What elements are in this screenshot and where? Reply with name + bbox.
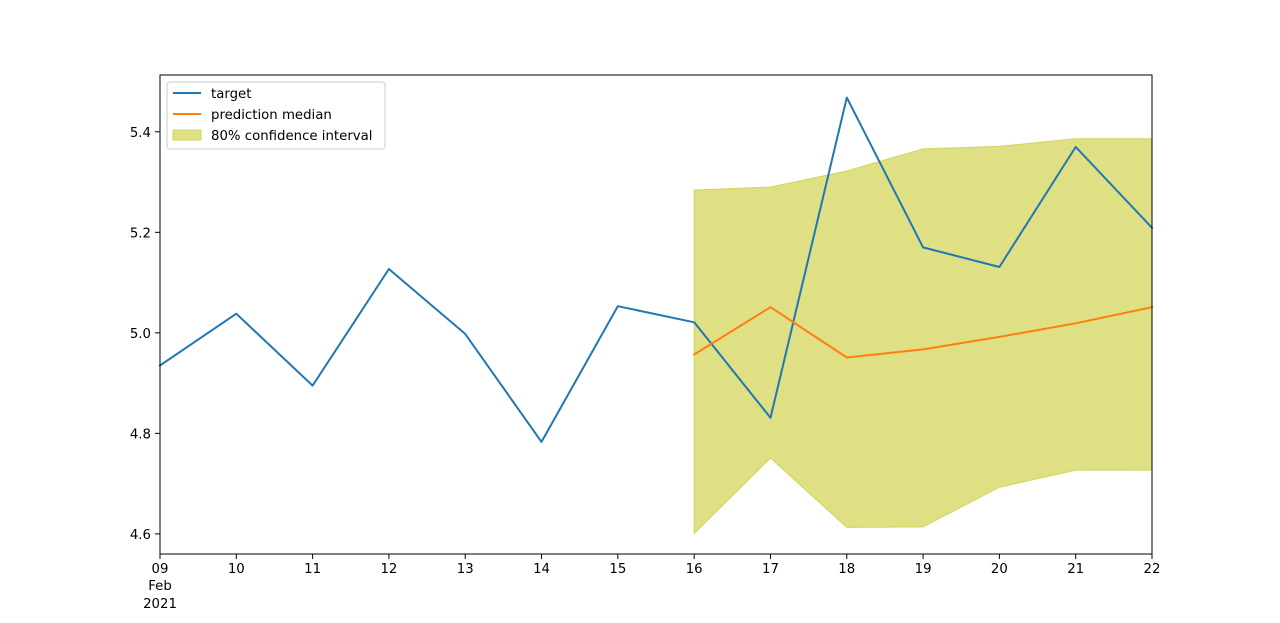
x-tick-label: 10 [228, 562, 245, 577]
y-tick-label: 4.8 [130, 427, 151, 442]
series-line-prediction-median [692, 306, 1154, 359]
x-tick-sublabel: 2021 [143, 597, 177, 612]
legend-swatch-band [172, 129, 202, 141]
x-tick-label: 13 [457, 562, 474, 577]
x-tick-label: 12 [380, 562, 397, 577]
legend-label: target [211, 87, 251, 102]
plot-area [158, 74, 1154, 555]
x-tick-label: 18 [838, 562, 855, 577]
legend-label: prediction median [211, 108, 332, 123]
y-tick-label: 5.0 [130, 327, 151, 342]
series-line-target [158, 96, 1154, 443]
x-tick-label: 17 [762, 562, 779, 577]
legend-box [166, 81, 386, 150]
series-line-layer [158, 96, 1154, 443]
y-tick-label: 5.2 [130, 226, 151, 241]
x-tick-label: 20 [991, 562, 1008, 577]
x-tick-label: 09 [152, 562, 169, 577]
x-tick-label: 15 [609, 562, 626, 577]
axes-frame [159, 74, 1153, 555]
x-tick-sublabel: Feb [148, 579, 172, 594]
legend-label: 80% confidence interval [211, 129, 373, 144]
legend: target prediction median 80% confidence in… [166, 81, 386, 150]
x-tick-label: 22 [1144, 562, 1161, 577]
x-tick-label: 16 [686, 562, 703, 577]
y-tick-label: 5.4 [130, 126, 151, 141]
x-tick-label: 21 [1067, 562, 1084, 577]
x-tick-label: 19 [915, 562, 932, 577]
x-tick-label: 11 [304, 562, 321, 577]
y-tick-label: 4.6 [130, 528, 151, 543]
x-tick-label: 14 [533, 562, 550, 577]
y-axis: 4.6 4.8 5.0 5.2 5.4 [130, 126, 160, 543]
